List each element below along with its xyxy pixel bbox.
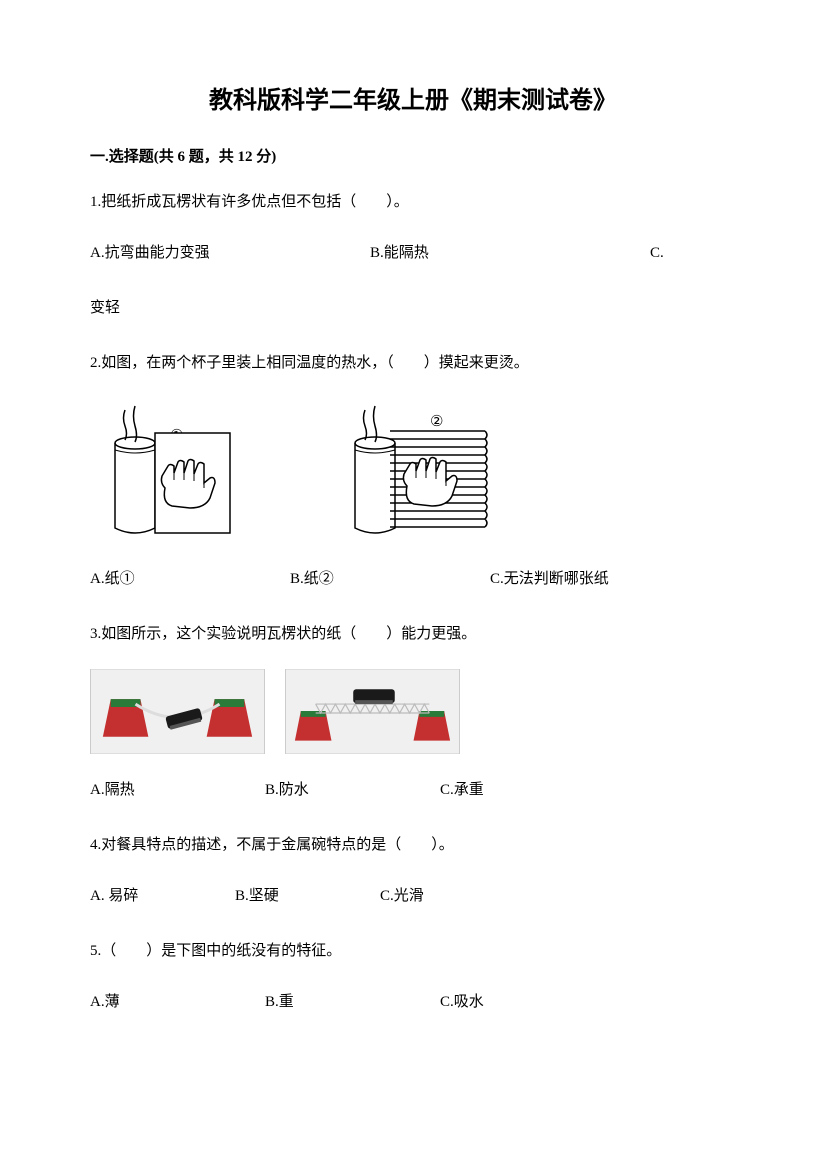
q2-figure-2: ② <box>340 398 520 548</box>
q3-figure-1 <box>90 669 265 754</box>
q2-figure-1: ① <box>100 398 280 548</box>
q3-option-c: C.承重 <box>440 774 484 807</box>
q2-figures: ① ② <box>100 398 736 548</box>
q4-options: A. 易碎 B.坚硬 C.光滑 <box>90 880 736 913</box>
section-1-header: 一.选择题(共 6 题，共 12 分) <box>90 145 736 166</box>
q3-figures <box>90 669 736 754</box>
q2-option-a: A.纸① <box>90 563 290 596</box>
q1-option-c: C. <box>650 237 664 270</box>
q4-option-c: C.光滑 <box>380 880 424 913</box>
q4-text: 4.对餐具特点的描述，不属于金属碗特点的是（ ）。 <box>90 829 736 862</box>
q5-text: 5.（ ）是下图中的纸没有的特征。 <box>90 935 736 968</box>
q2-label-2: ② <box>430 414 443 430</box>
q5-option-b: B.重 <box>265 986 440 1019</box>
q1-option-c-cont: 变轻 <box>90 292 736 325</box>
q1-options: A.抗弯曲能力变强 B.能隔热 C. <box>90 237 736 270</box>
q2-options: A.纸① B.纸② C.无法判断哪张纸 <box>90 563 736 596</box>
q3-figure-2 <box>285 669 460 754</box>
q5-option-c: C.吸水 <box>440 986 484 1019</box>
q3-text: 3.如图所示，这个实验说明瓦楞状的纸（ ）能力更强。 <box>90 618 736 651</box>
q1-option-a: A.抗弯曲能力变强 <box>90 237 370 270</box>
q2-text: 2.如图，在两个杯子里装上相同温度的热水，（ ）摸起来更烫。 <box>90 347 736 380</box>
q1-option-b: B.能隔热 <box>370 237 650 270</box>
q4-option-a: A. 易碎 <box>90 880 235 913</box>
page-title: 教科版科学二年级上册《期末测试卷》 <box>90 80 736 115</box>
q3-option-a: A.隔热 <box>90 774 265 807</box>
q3-option-b: B.防水 <box>265 774 440 807</box>
q5-option-a: A.薄 <box>90 986 265 1019</box>
q1-text: 1.把纸折成瓦楞状有许多优点但不包括（ ）。 <box>90 186 736 219</box>
q2-option-c: C.无法判断哪张纸 <box>490 563 609 596</box>
q5-options: A.薄 B.重 C.吸水 <box>90 986 736 1019</box>
q3-options: A.隔热 B.防水 C.承重 <box>90 774 736 807</box>
q4-option-b: B.坚硬 <box>235 880 380 913</box>
q2-option-b: B.纸② <box>290 563 490 596</box>
